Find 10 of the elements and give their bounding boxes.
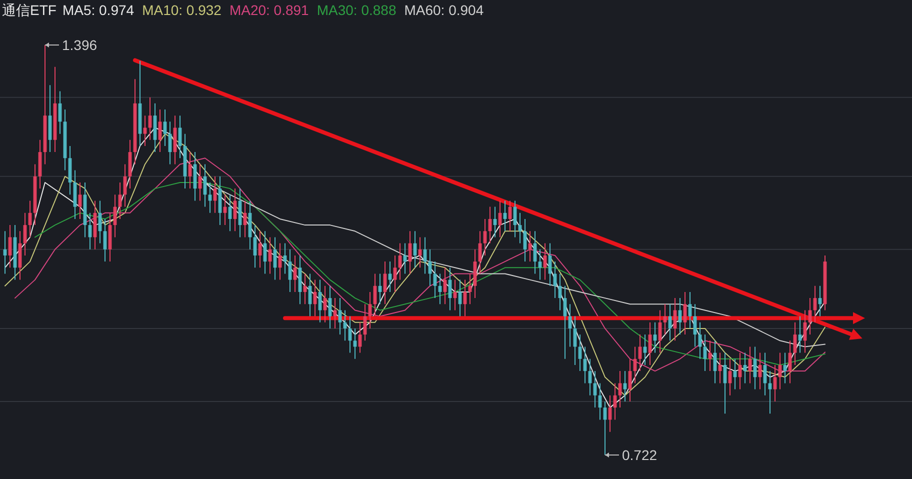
text: MA10: 0.932 [142,2,222,18]
chart-title: 通信ETF [2,2,56,18]
annotation: 0.722 [604,447,658,463]
annotation: 1.396 [62,37,98,53]
text: MA60: 0.904 [404,2,484,18]
text: MA30: 0.888 [316,2,396,18]
annotation: 0.722 [622,447,658,463]
text: MA5: 0.974 [62,2,134,18]
annotation: 1.396 [44,37,98,53]
text: MA20: 0.891 [229,2,310,18]
